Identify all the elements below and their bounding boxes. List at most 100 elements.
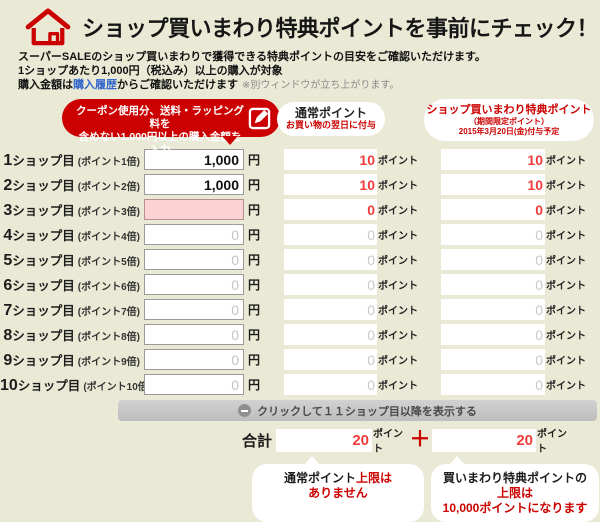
shop-row-label: 2ショップ目 (ポイント2倍)	[0, 175, 140, 195]
point-unit: ポイント	[546, 306, 586, 317]
note-text-red: 10,000ポイントになります	[442, 501, 588, 515]
normal-points-box: 0	[284, 324, 377, 345]
amount-input[interactable]	[144, 299, 244, 320]
point-unit: ポイント	[546, 156, 586, 167]
shop-suffix: ショップ目	[12, 153, 75, 168]
amount-input[interactable]	[144, 249, 244, 270]
shop-row: 2ショップ目(ポイント2倍) 円 10 ポイント 10 ポイント	[0, 172, 600, 197]
amount-input[interactable]	[144, 199, 244, 220]
bonus-points-value: 10	[527, 176, 543, 193]
total-bonus-value: 20	[516, 431, 533, 449]
total-row: 合計 20 ポイント ＋ 20 ポイント	[0, 428, 600, 455]
amount-input[interactable]	[144, 174, 244, 195]
note-text-red: 上限は	[496, 486, 533, 500]
note-pointer	[304, 456, 320, 465]
shop-row: 9ショップ目(ポイント9倍) 円 0 ポイント 0 ポイント	[0, 347, 600, 372]
normal-points-note: 通常ポイント上限は ありません	[252, 456, 424, 522]
normal-points-value: 0	[367, 251, 375, 268]
point-unit: ポイント	[378, 381, 418, 392]
point-unit: ポイント	[537, 429, 567, 455]
bonus-points-box: 0	[441, 374, 545, 395]
shop-rows: 1ショップ目(ポイント1倍) 円 10 ポイント 10 ポイント 2ショップ目(…	[0, 147, 600, 397]
purchase-history-link[interactable]: 購入履歴	[73, 79, 117, 91]
shop-row-label: 4ショップ目 (ポイント4倍)	[0, 225, 140, 245]
yen-unit: 円	[248, 178, 261, 192]
shop-row: 10ショップ目(ポイント10倍) 円 0 ポイント 0 ポイント	[0, 372, 600, 397]
total-normal-box: 20	[276, 428, 372, 452]
amount-input[interactable]	[144, 149, 244, 170]
normal-points-value: 0	[367, 226, 375, 243]
callout-line2: 含めない1,000円以上の購入金額を入力	[78, 131, 242, 156]
pencil-icon	[248, 107, 271, 130]
bonus-points-value: 0	[535, 326, 543, 343]
point-unit: ポイント	[546, 281, 586, 292]
normal-points-value: 0	[367, 276, 375, 293]
shop-suffix: ショップ目	[12, 328, 75, 343]
point-unit: ポイント	[378, 206, 418, 217]
shop-suffix: ショップ目	[12, 353, 75, 368]
point-unit: ポイント	[378, 256, 418, 267]
shop-number: 9	[3, 351, 13, 369]
amount-input[interactable]	[144, 224, 244, 245]
amount-input-callout: クーポン使用分、送料・ラッピング料を 含めない1,000円以上の購入金額を入力	[62, 99, 280, 156]
normal-points-box: 0	[284, 349, 377, 370]
description-line2: 1ショップあたり1,000円（税込み）以上の購入が対象	[18, 65, 283, 77]
bonus-points-box: 10	[441, 174, 545, 195]
bonus-points-value: 0	[535, 301, 543, 318]
normal-points-value: 0	[367, 326, 375, 343]
yen-unit: 円	[248, 253, 261, 267]
bonus-points-box: 0	[441, 349, 545, 370]
plus-sign: ＋	[409, 428, 431, 451]
shop-row: 6ショップ目(ポイント6倍) 円 0 ポイント 0 ポイント	[0, 272, 600, 297]
point-multiplier: (ポイント10倍)	[83, 381, 152, 393]
description-line3: 購入金額は購入履歴からご確認いただけます ※別ウィンドウが立ち上がります。	[18, 78, 600, 93]
normal-points-box: 0	[284, 199, 377, 220]
bonus-points-value: 0	[535, 376, 543, 393]
shop-number: 8	[3, 326, 13, 344]
shop-suffix: ショップ目	[17, 378, 81, 393]
yen-unit: 円	[248, 328, 261, 342]
shop-number: 5	[3, 251, 13, 269]
amount-input[interactable]	[144, 274, 244, 295]
callout-line1: クーポン使用分、送料・ラッピング料を	[76, 105, 244, 130]
normal-points-value: 0	[367, 301, 375, 318]
shop-suffix: ショップ目	[12, 253, 75, 268]
point-unit: ポイント	[378, 156, 418, 167]
shop-suffix: ショップ目	[12, 178, 75, 193]
point-multiplier: (ポイント9倍)	[77, 356, 140, 368]
total-label: 合計	[241, 432, 272, 450]
point-multiplier: (ポイント7倍)	[77, 306, 140, 318]
shop-number: 1	[3, 151, 13, 169]
desc3-note: ※別ウィンドウが立ち上がります。	[242, 80, 400, 91]
shop-number: 3	[3, 201, 13, 219]
shop-row: 7ショップ目(ポイント7倍) 円 0 ポイント 0 ポイント	[0, 297, 600, 322]
point-multiplier: (ポイント6倍)	[77, 281, 140, 293]
note-text-black: 通常ポイント	[283, 471, 356, 485]
point-multiplier: (ポイント8倍)	[77, 331, 140, 343]
shop-number: 2	[3, 176, 13, 194]
point-unit: ポイント	[373, 429, 403, 455]
shop-row: 4ショップ目(ポイント4倍) 円 0 ポイント 0 ポイント	[0, 222, 600, 247]
amount-input[interactable]	[144, 324, 244, 345]
shop-suffix: ショップ目	[12, 203, 75, 218]
show-more-shops-label: クリックして１１ショップ目以降を表示する	[257, 405, 477, 418]
amount-input[interactable]	[144, 374, 244, 395]
normal-points-box: 0	[284, 224, 377, 245]
normal-points-value: 0	[367, 201, 375, 218]
footnotes: 通常ポイント上限は ありません 買いまわり特典ポイントの上限は 10,000ポイ…	[252, 456, 600, 522]
show-more-shops-bar[interactable]: クリックして１１ショップ目以降を表示する	[118, 400, 597, 421]
normal-points-value: 0	[367, 376, 375, 393]
bonus-points-value: 0	[535, 201, 543, 218]
bonus-points-box: 0	[441, 274, 545, 295]
bonus-points-box: 10	[441, 149, 545, 170]
bonus-points-box: 0	[441, 224, 545, 245]
normal-points-subtitle: お買い物の翌日に付与	[285, 120, 376, 130]
normal-points-value: 10	[359, 151, 375, 168]
description-line1: スーパーSALEのショップ買いまわりで獲得できる特典ポイントの目安をご確認いただ…	[18, 51, 486, 63]
normal-points-box: 10	[284, 149, 377, 170]
amount-input[interactable]	[144, 349, 244, 370]
total-bonus-box: 20	[432, 428, 536, 452]
normal-points-box: 0	[284, 249, 377, 270]
point-unit: ポイント	[378, 331, 418, 342]
yen-unit: 円	[248, 353, 261, 367]
